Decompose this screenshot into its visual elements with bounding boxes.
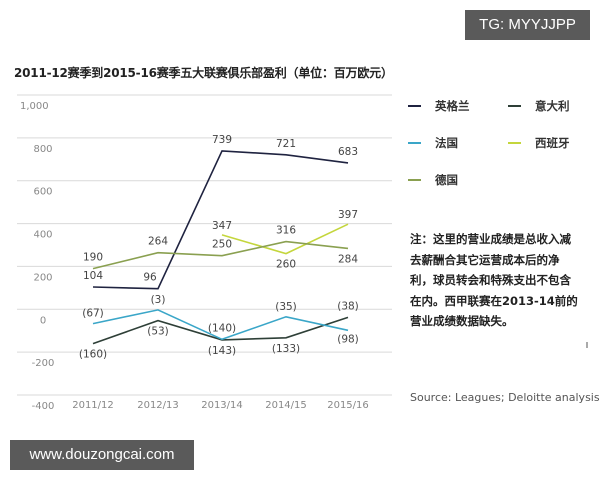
watermark-tg: TG: MYYJJPP [465,10,590,40]
legend-item-england: 英格兰 [408,98,470,114]
y-axis-ticks: 1,000 800 600 400 200 0 -200 -400 [20,101,54,412]
legend-item-germany: 德国 [408,172,458,188]
legend-swatch-icon [408,104,421,107]
series-line [92,309,349,341]
scroll-marker [586,342,588,348]
x-tick-label: 2013/14 [201,400,243,411]
data-label: 284 [338,253,358,265]
data-labels: 104 96 739 721 683 (160) (53) (143) (133) (38) (67… [79,134,359,361]
y-tick-label: 0 [40,315,46,326]
data-label: (35) [275,301,297,313]
legend-swatch-icon [408,178,421,181]
gridlines [17,94,392,396]
x-axis-ticks: 2011/12 2012/13 2013/14 2014/15 2015/16 [72,400,369,411]
data-label: (38) [337,300,359,312]
data-label: 316 [276,225,296,237]
data-label: (160) [79,349,107,361]
data-label: 250 [212,239,232,251]
series-line [92,240,349,270]
data-label: (3) [151,294,166,306]
data-label: (98) [337,333,359,345]
data-label: 260 [276,259,296,271]
data-label: 104 [83,270,103,282]
data-label: (143) [208,345,236,357]
x-tick-label: 2014/15 [265,400,307,411]
legend-swatch-icon [508,104,521,107]
legend-swatch-icon [408,141,421,144]
legend-item-spain: 西班牙 [508,135,570,151]
legend-item-france: 法国 [408,135,458,151]
series-line [92,150,349,290]
data-label: (133) [272,343,300,355]
y-tick-label: -400 [32,401,55,412]
y-tick-label: 800 [33,144,52,155]
data-label: 96 [143,272,157,284]
chart-note: 注：这里的营业成绩是总收入减去薪酬合其它运营成本后的净利，球员转会和特殊支出不包… [410,232,578,328]
data-label: 739 [212,134,232,146]
y-tick-label: 1,000 [20,101,49,112]
x-tick-label: 2015/16 [327,400,369,411]
y-tick-label: 200 [33,272,52,283]
legend-swatch-icon [508,141,521,144]
chart-title: 2011-12赛季到2015-16赛季五大联赛俱乐部盈利（单位：百万欧元） [14,66,393,80]
data-label: 721 [276,138,296,150]
y-tick-label: 400 [33,230,52,241]
data-label: 683 [338,146,358,158]
series-line [221,223,349,255]
y-tick-label: 600 [33,187,52,198]
data-label: (140) [208,322,236,334]
series-lines [92,150,349,345]
data-label: 264 [148,236,168,248]
watermark-url: www.douzongcai.com [10,440,194,470]
x-tick-label: 2011/12 [72,400,114,411]
source-credit: Source: Leagues; Deloitte analysis. [410,391,600,404]
data-label: (53) [147,326,169,338]
data-label: 347 [212,220,232,232]
data-label: (67) [82,308,104,320]
x-tick-label: 2012/13 [137,400,179,411]
data-label: 397 [338,209,358,221]
legend-item-italy: 意大利 [508,98,570,114]
y-tick-label: -200 [32,358,55,369]
data-label: 190 [83,252,103,264]
